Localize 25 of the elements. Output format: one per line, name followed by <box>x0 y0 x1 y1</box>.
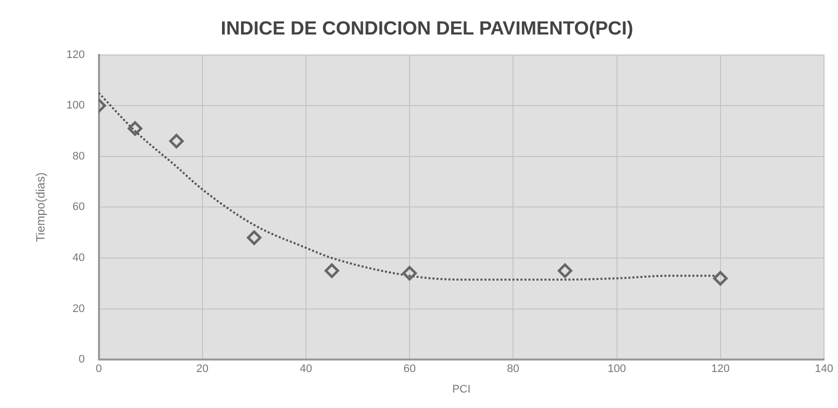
point <box>246 230 262 245</box>
x-tick-label: 20 <box>196 363 208 376</box>
x-tick-label: 140 <box>814 363 834 376</box>
x-tick-label: 0 <box>96 363 102 376</box>
x-tick-label: 100 <box>608 363 626 376</box>
y-tick-label: 120 <box>66 48 85 61</box>
y-tick-label: 80 <box>72 150 85 162</box>
point <box>128 121 142 136</box>
x-tick-label: 80 <box>507 363 520 376</box>
point <box>324 263 340 278</box>
y-tick-label: 0 <box>78 354 85 366</box>
x-axis-title: PCI <box>452 383 471 396</box>
chart-title: INDICE DE CONDICION DEL PAVIMENTO(PCI) <box>220 18 634 40</box>
point <box>402 266 417 280</box>
y-tick-label: 100 <box>66 100 85 112</box>
x-tick-label: 40 <box>300 363 312 376</box>
y-tick-label: 20 <box>72 302 85 315</box>
x-tick-label: 120 <box>711 363 730 376</box>
y-tick-label: 60 <box>72 201 85 214</box>
y-axis-title: Tiempo(dias) <box>34 172 48 242</box>
point <box>713 271 728 286</box>
x-tick-label: 60 <box>403 363 416 376</box>
y-tick-label: 40 <box>72 252 85 264</box>
point <box>558 263 572 278</box>
point <box>169 134 184 148</box>
